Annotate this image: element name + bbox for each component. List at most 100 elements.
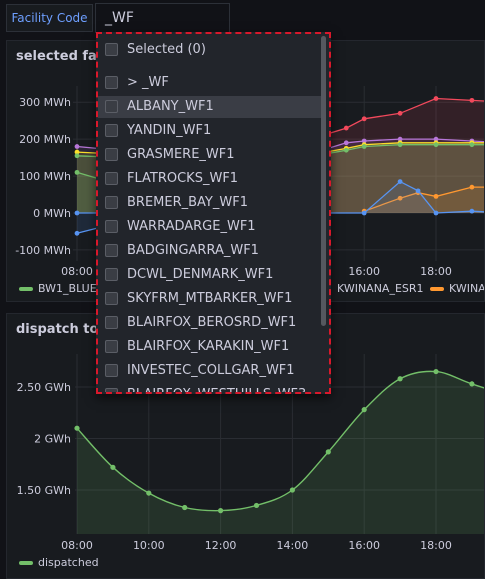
- checkbox[interactable]: [105, 220, 118, 233]
- y-tick-label: 200 MWh: [19, 133, 71, 146]
- checkbox[interactable]: [105, 388, 118, 392]
- y-tick-label: 1.50 GWh: [17, 484, 71, 497]
- x-tick-label: 08:00: [61, 265, 93, 278]
- y-tick-label: 100 MWh: [19, 170, 71, 183]
- data-point: [343, 125, 349, 131]
- dropdown-option[interactable]: BLAIRFOX_BEROSRD_WF1: [98, 312, 322, 334]
- data-point: [74, 153, 80, 159]
- checkbox[interactable]: [105, 124, 118, 137]
- checkbox[interactable]: [105, 43, 118, 56]
- data-point: [433, 96, 439, 101]
- dropdown-option[interactable]: BLAIRFOX_WESTHILLS_WF3: [98, 384, 322, 392]
- data-point: [361, 407, 367, 413]
- panel-title: dispatch tota: [16, 322, 114, 337]
- data-point: [289, 487, 295, 493]
- data-point: [343, 140, 349, 146]
- option-label: GRASMERE_WF1: [127, 147, 235, 162]
- legend-label: BW1_BLUEV: [38, 282, 105, 295]
- checkbox[interactable]: [105, 292, 118, 305]
- dropdown-scrollbar[interactable]: [321, 36, 326, 326]
- legend-item-bw1[interactable]: BW1_BLUEV: [19, 282, 104, 295]
- checkbox[interactable]: [105, 172, 118, 185]
- dropdown-option[interactable]: ALBANY_WF1: [98, 96, 322, 118]
- legend-item-dispatched[interactable]: dispatched: [19, 556, 99, 569]
- data-point: [397, 142, 403, 148]
- data-point: [433, 193, 439, 199]
- dropdown-option[interactable]: BREMER_BAY_WF1: [98, 192, 322, 214]
- data-point: [469, 142, 475, 148]
- data-point: [74, 169, 80, 175]
- dispatch-total-chart: 2.50 GWh 2 GWh 1.50 GWh 08:00 10:00 12:00 14:0…: [17, 354, 484, 552]
- option-label: YANDIN_WF1: [127, 123, 212, 138]
- series-area: [77, 371, 484, 534]
- legend-item-kwina[interactable]: KWINA: [430, 282, 485, 295]
- dropdown-option[interactable]: BADGINGARRA_WF1: [98, 240, 322, 262]
- checkbox[interactable]: [105, 364, 118, 377]
- data-point: [361, 144, 367, 149]
- checkbox[interactable]: [105, 244, 118, 257]
- dropdown-option[interactable]: WARRADARGE_WF1: [98, 216, 322, 238]
- data-point: [415, 188, 421, 194]
- dropdown-option[interactable]: GRASMERE_WF1: [98, 144, 322, 166]
- checkbox[interactable]: [105, 100, 118, 113]
- x-tick-label: 10:00: [133, 539, 165, 552]
- y-tick-label: 0 MWh: [33, 207, 71, 220]
- option-label: BLAIRFOX_KARAKIN_WF1: [127, 339, 290, 354]
- checkbox[interactable]: [105, 148, 118, 161]
- x-tick-label: 14:00: [277, 539, 309, 552]
- checkbox[interactable]: [105, 196, 118, 209]
- data-point: [361, 210, 367, 216]
- data-point: [325, 449, 331, 455]
- option-label: WARRADARGE_WF1: [127, 219, 256, 234]
- option-label: BLAIRFOX_BEROSRD_WF1: [127, 315, 297, 330]
- dropdown-option[interactable]: FLATROCKS_WF1: [98, 168, 322, 190]
- dropdown-option[interactable]: YANDIN_WF1: [98, 120, 322, 142]
- series-area: [364, 187, 484, 213]
- series-line: [363, 186, 484, 212]
- dropdown-option[interactable]: BLAIRFOX_KARAKIN_WF1: [98, 336, 322, 358]
- option-label: BADGINGARRA_WF1: [127, 243, 259, 258]
- legend-label: KWINANA_ESR1: [337, 282, 424, 295]
- x-tick-label: 18:00: [420, 265, 452, 278]
- option-label: FLATROCKS_WF1: [127, 171, 239, 186]
- facility-code-select[interactable]: _WF: [95, 3, 230, 33]
- data-point: [397, 136, 403, 142]
- option-label: DCWL_DENMARK_WF1: [127, 267, 274, 282]
- dropdown-option[interactable]: INVESTEC_COLLGAR_WF1: [98, 360, 322, 382]
- data-point: [397, 195, 403, 201]
- x-tick-label: 16:00: [348, 265, 380, 278]
- y-tick-label: 2 GWh: [34, 433, 71, 446]
- data-point: [74, 425, 80, 431]
- checkbox[interactable]: [105, 316, 118, 329]
- legend-label: dispatched: [38, 556, 99, 569]
- data-point: [182, 504, 188, 511]
- x-tick-label: 12:00: [205, 539, 237, 552]
- variable-label: Facility Code: [6, 4, 93, 32]
- data-point: [253, 502, 260, 509]
- option-label: SKYFRM_MTBARKER_WF1: [127, 291, 293, 306]
- option-label: > _WF: [127, 75, 169, 90]
- legend-item-kwinana-esr1[interactable]: KWINANA_ESR1: [337, 282, 424, 295]
- checkbox[interactable]: [105, 340, 118, 353]
- data-point: [433, 368, 439, 375]
- data-point: [343, 147, 349, 153]
- data-point: [74, 210, 80, 216]
- series-area: [77, 181, 484, 213]
- x-tick-label: 08:00: [61, 539, 93, 552]
- data-point: [469, 184, 475, 190]
- data-point: [469, 97, 475, 103]
- dropdown-option[interactable]: SKYFRM_MTBARKER_WF1: [98, 288, 322, 310]
- data-point: [397, 179, 403, 185]
- data-point: [469, 208, 475, 214]
- legend-label: KWINA: [449, 282, 485, 295]
- x-tick-label: 16:00: [348, 539, 380, 552]
- dropdown-option[interactable]: DCWL_DENMARK_WF1: [98, 264, 322, 286]
- selected-count-option[interactable]: Selected (0): [98, 39, 322, 61]
- dropdown-option[interactable]: > _WF: [98, 72, 322, 94]
- checkbox[interactable]: [105, 268, 118, 281]
- data-point: [433, 136, 439, 142]
- data-point: [74, 144, 80, 149]
- checkbox[interactable]: [105, 76, 118, 89]
- data-point: [361, 116, 367, 122]
- panel-title: selected faci: [16, 49, 109, 64]
